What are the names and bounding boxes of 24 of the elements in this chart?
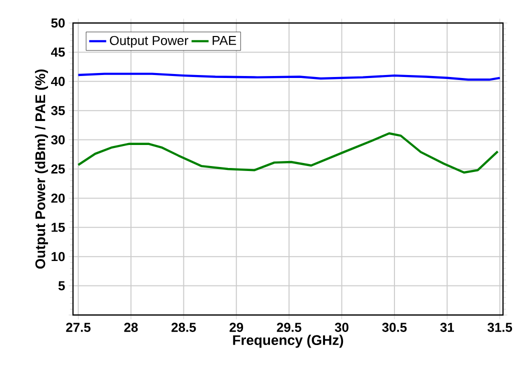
y-axis-title: Output Power (dBm) / PAE (%)	[34, 69, 48, 269]
y-tick-label: 30	[51, 135, 65, 144]
legend-label: PAE	[212, 36, 236, 45]
y-tick-label: 45	[51, 48, 65, 57]
line-series	[77, 132, 499, 174]
x-axis-title: Frequency (GHz)	[233, 334, 344, 348]
y-tick-label: 10	[52, 252, 65, 262]
x-tick-label: 28	[124, 322, 138, 332]
y-tick-label: 20	[51, 194, 65, 203]
x-tick-label: 29.5	[276, 322, 302, 332]
y-tick-label: 50	[51, 18, 65, 28]
y-tick-label: 25	[51, 164, 65, 174]
x-tick-label: 29	[230, 322, 244, 332]
y-tick-label: 35	[51, 106, 65, 116]
y-tick-label: 5	[58, 281, 65, 290]
x-tick-label: 30.5	[382, 322, 407, 332]
x-tick-label: 28.5	[172, 322, 196, 332]
y-tick-label: 40	[51, 76, 65, 86]
x-tick-label: 31	[440, 322, 454, 332]
x-tick-label: 31.5	[488, 322, 512, 332]
x-tick-label: 27.5	[66, 322, 91, 332]
legend-label: Output Power	[110, 36, 188, 48]
x-tick-label: 30	[334, 322, 348, 332]
y-tick-label: 15	[52, 222, 65, 232]
